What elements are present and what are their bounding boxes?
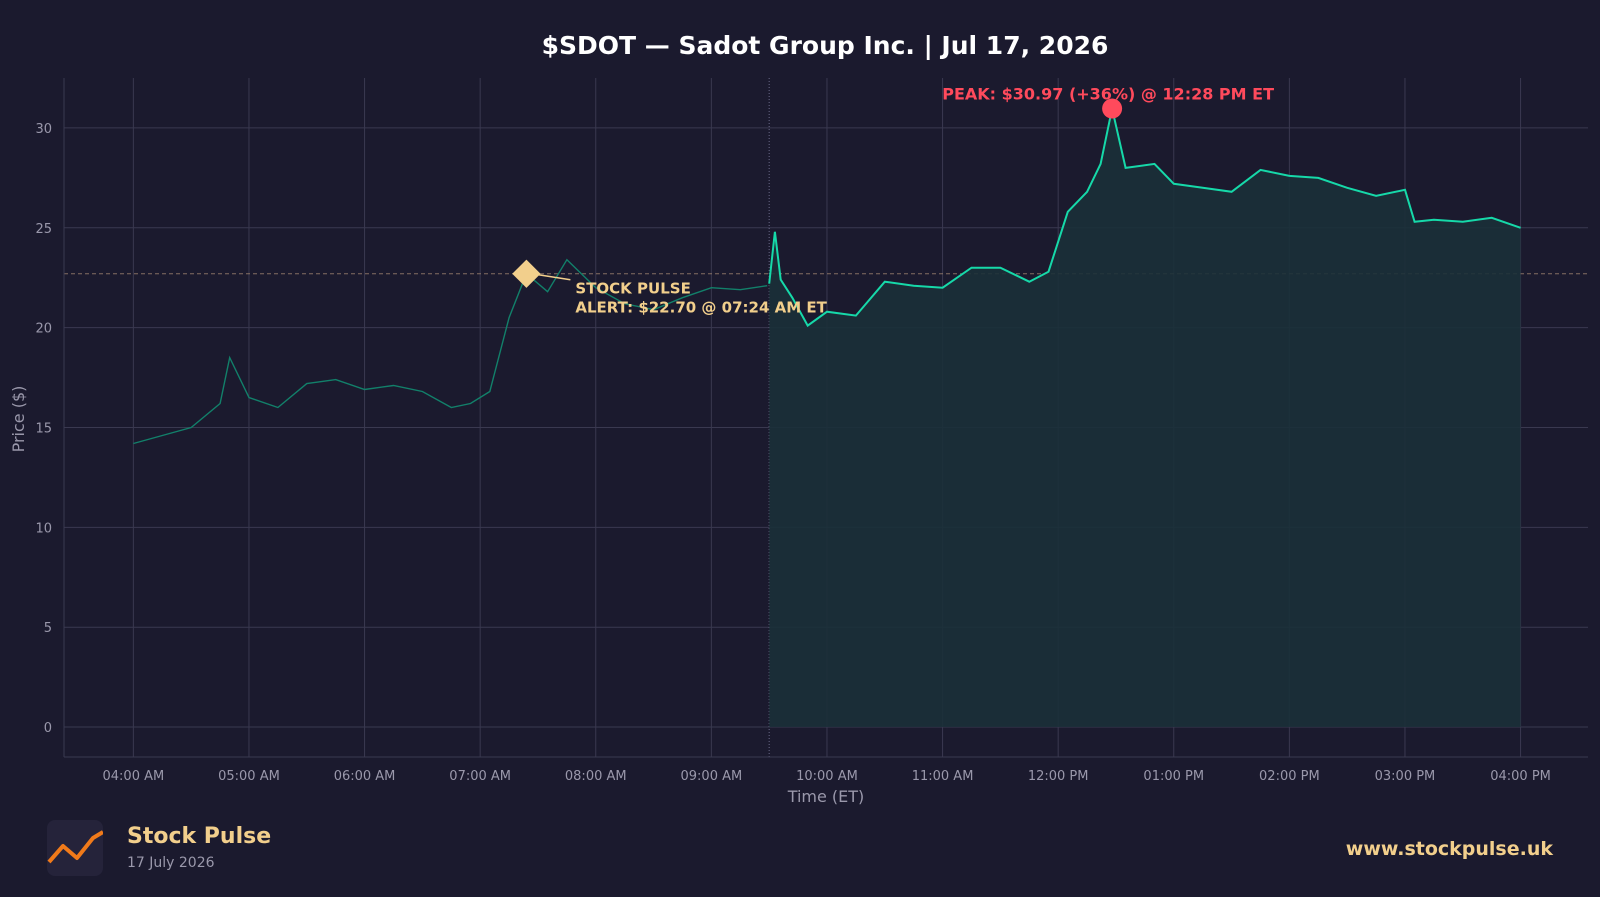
premarket-price-line — [133, 258, 768, 445]
alert-leader-line — [538, 273, 571, 281]
y-tick-label: 15 — [35, 421, 52, 436]
brand-name: Stock Pulse — [127, 824, 272, 849]
y-tick-label: 0 — [44, 721, 52, 736]
y-axis-label: Price ($) — [9, 386, 28, 453]
x-axis-label: Time (ET) — [787, 787, 865, 806]
y-tick-label: 20 — [35, 322, 52, 337]
regular-price-line — [768, 108, 1521, 328]
brand-logo — [47, 820, 105, 876]
x-tick-label: 03:00 PM — [1375, 769, 1436, 784]
x-tick-label: 06:00 AM — [334, 769, 396, 784]
brand-date: 17 July 2026 — [127, 855, 215, 871]
series-layer — [133, 108, 1521, 728]
y-tick-label: 25 — [35, 222, 52, 237]
x-tick-label: 07:00 AM — [449, 769, 511, 784]
x-tick-label: 05:00 AM — [218, 769, 280, 784]
alert-marker — [512, 259, 541, 288]
y-tick-label: 10 — [35, 521, 52, 536]
x-tick-label: 10:00 AM — [796, 769, 858, 784]
x-tick-label: 02:00 PM — [1259, 769, 1320, 784]
y-tick-label: 30 — [35, 122, 52, 137]
x-tick-label: 08:00 AM — [565, 769, 627, 784]
chart-title: $SDOT — Sadot Group Inc. | Jul 17, 2026 — [542, 31, 1109, 60]
regular-session-area — [769, 108, 1521, 728]
y-tick-label: 5 — [44, 621, 52, 636]
x-tick-label: 12:00 PM — [1028, 769, 1089, 784]
x-tick-label: 09:00 AM — [681, 769, 743, 784]
chart-trend-icon — [47, 830, 105, 864]
alert-label-line1: STOCK PULSE — [575, 280, 690, 298]
x-tick-label: 11:00 AM — [912, 769, 974, 784]
site-url[interactable]: www.stockpulse.uk — [1345, 838, 1553, 860]
peak-label: PEAK: $30.97 (+36%) @ 12:28 PM ET — [942, 85, 1274, 104]
axes: 0 5 10 15 20 25 30 04:00 AM 05:00 AM 06:00 AM 07:0… — [35, 78, 1588, 784]
x-tick-label: 04:00 AM — [103, 769, 165, 784]
alert-label-line2: ALERT: $22.70 @ 07:24 AM ET — [575, 299, 827, 317]
x-tick-label: 04:00 PM — [1490, 769, 1551, 784]
x-tick-label: 01:00 PM — [1143, 769, 1204, 784]
peak-marker — [1102, 98, 1123, 119]
